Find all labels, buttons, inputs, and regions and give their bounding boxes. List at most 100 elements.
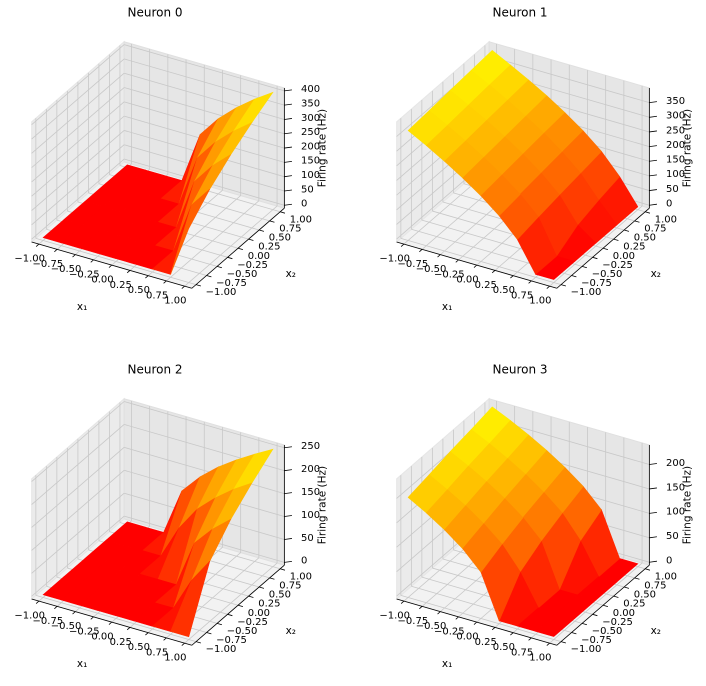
tick-mark [90,259,94,263]
grid-line [124,44,285,92]
tick-mark [284,146,292,149]
z-tick-label: 200 [666,458,685,469]
x-tick-label: 0.00 [456,632,478,643]
tick-mark [284,103,292,106]
grid-line [124,87,285,135]
x-tick-label: −0.50 [51,621,82,632]
tick-mark [237,247,244,250]
z-tick-label: 0 [301,199,307,210]
x-tick-label: 0.50 [493,285,515,296]
z-tick-label: 50 [301,184,314,195]
grid-line [31,447,125,528]
subplot: −1.00−0.75−0.50−0.250.000.250.500.751.00… [379,363,693,670]
x-axis-label: x₁ [77,658,87,670]
grid-line [124,401,285,449]
tick-mark [284,160,292,163]
tick-mark [649,560,657,563]
tick-mark [72,611,76,615]
tick-mark [35,600,40,604]
z-tick-label: 400 [301,84,320,95]
tick-mark [284,538,292,540]
tick-mark [284,132,292,135]
z-tick-label: 250 [301,441,320,452]
z-tick-label: 150 [666,482,685,493]
tick-mark [400,243,405,247]
subplot-title: Neuron 2 [127,363,182,377]
subplot: −1.00−0.75−0.50−0.250.000.250.500.751.00… [14,6,328,313]
tick-mark [437,254,441,258]
y-tick-label: −1.00 [571,644,602,655]
tick-mark [455,616,459,620]
surface-face [170,188,211,275]
tick-mark [54,606,58,610]
y-tick-label: 0.00 [248,608,270,619]
x-tick-label: 0.50 [128,642,150,653]
tick-mark [284,175,292,178]
tick-mark [145,632,149,636]
x-tick-label: 0.75 [511,647,533,658]
tick-mark [649,115,657,118]
z-tick-label: 0 [666,199,672,210]
x-tick-label: −0.50 [51,264,82,275]
tick-mark [195,641,201,644]
tick-mark [284,118,292,120]
grid-line [31,515,125,597]
z-tick-label: 50 [666,184,679,195]
tick-mark [491,270,496,274]
grid-line [31,115,125,197]
tick-mark [90,616,94,620]
z-tick-label: 150 [301,487,320,498]
tick-mark [613,595,619,598]
z-tick-label: 250 [301,127,320,138]
grid-line [124,446,285,494]
grid-line [124,58,285,106]
x-axis-line [396,598,557,646]
y-axis-line [556,207,650,289]
y-tick-label: −0.50 [227,269,258,280]
tick-mark [510,632,514,636]
x-axis-line [31,241,192,289]
y-tick-label: −0.25 [602,617,633,628]
x-tick-label: 0.00 [456,275,478,286]
y-tick-label: −0.75 [581,278,612,289]
tick-mark [473,621,478,625]
tick-mark [546,642,550,646]
y-tick-label: 0.75 [644,223,666,234]
tick-mark [602,247,609,250]
grid-line [31,401,125,482]
tick-mark [613,238,619,241]
tick-mark [419,606,423,610]
tick-mark [227,613,233,617]
z-tick-label: 100 [301,510,320,521]
y-tick-label: 0.25 [623,242,645,253]
tick-mark [491,627,496,631]
surface-face [480,174,521,217]
tick-mark [195,284,201,287]
grid-line [35,594,197,642]
subplot: −1.00−0.75−0.50−0.250.000.250.500.751.00… [14,363,328,670]
tick-mark [248,595,254,598]
tick-mark [284,203,292,206]
z-axis-label: Firing rate (Hz) [316,466,328,544]
tick-mark [108,621,113,625]
tick-mark [581,623,587,626]
x-tick-label: 1.00 [164,296,186,307]
tick-mark [284,189,292,192]
z-tick-label: 0 [666,556,672,567]
tick-mark [645,568,651,571]
y-tick-label: 0.25 [623,599,645,610]
x-tick-label: 1.00 [529,653,551,664]
y-axis-label: x₂ [651,625,661,637]
tick-mark [163,280,167,284]
tick-mark [592,256,598,260]
y-tick-label: 0.50 [634,590,656,601]
x-tick-label: −1.00 [14,611,45,622]
z-axis-label: Firing rate (Hz) [316,109,328,187]
grid-line [35,237,197,285]
tick-mark [248,238,254,241]
y-tick-label: −1.00 [206,644,237,655]
x-tick-label: 0.00 [91,275,113,286]
y-tick-label: 1.00 [290,571,312,582]
y-axis-line [556,564,650,646]
x-tick-label: −1.00 [379,611,410,622]
